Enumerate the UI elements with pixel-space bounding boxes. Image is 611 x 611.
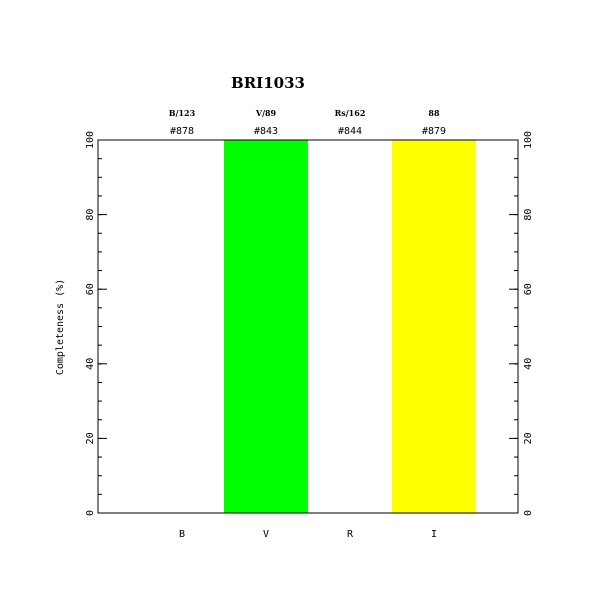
x-tick-label: V xyxy=(263,529,269,540)
y-tick-label: 40 xyxy=(85,358,96,370)
y-tick-label: 0 xyxy=(85,510,96,516)
top-id: #878 xyxy=(170,126,194,137)
top-label: 88 xyxy=(428,108,440,118)
y-tick-label-right: 80 xyxy=(523,209,534,221)
bar xyxy=(140,140,224,513)
x-tick-label: I xyxy=(431,529,437,540)
bar xyxy=(224,140,308,513)
top-id: #843 xyxy=(254,126,278,137)
y-tick-label: 80 xyxy=(85,209,96,221)
top-id: #879 xyxy=(422,126,446,137)
y-tick-label-right: 0 xyxy=(523,510,534,516)
bar xyxy=(308,140,392,513)
top-label: V/89 xyxy=(255,108,277,118)
y-tick-label-right: 20 xyxy=(523,432,534,444)
top-label: B/123 xyxy=(169,108,196,118)
y-tick-label-right: 40 xyxy=(523,358,534,370)
y-axis-label: Completeness (%) xyxy=(55,279,66,375)
y-tick-label: 60 xyxy=(85,283,96,295)
y-tick-label-right: 60 xyxy=(523,283,534,295)
top-id: #844 xyxy=(338,126,362,137)
x-tick-label: R xyxy=(347,529,354,540)
x-tick-label: B xyxy=(179,529,185,540)
bar xyxy=(392,140,476,513)
chart-title: BRI1033 xyxy=(231,74,305,92)
y-tick-label: 20 xyxy=(85,432,96,444)
top-label: Rs/162 xyxy=(335,108,366,118)
y-tick-label: 100 xyxy=(85,131,96,149)
y-tick-label-right: 100 xyxy=(523,131,534,149)
